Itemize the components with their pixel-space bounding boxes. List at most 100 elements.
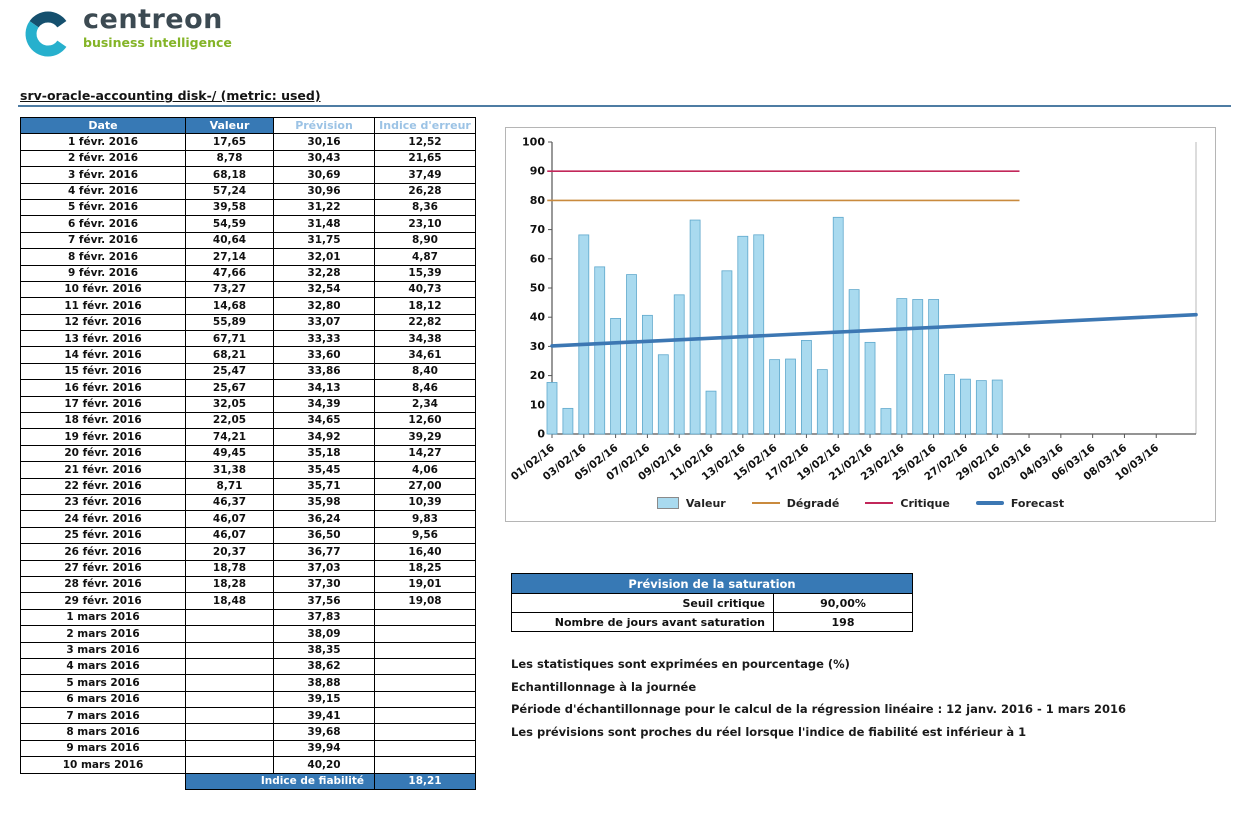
date-cell: 2 mars 2016 — [20, 625, 186, 643]
date-cell: 6 mars 2016 — [20, 690, 186, 709]
valeur-cell: 14,68 — [185, 297, 274, 315]
erreur-cell: 4,87 — [374, 248, 476, 266]
table-row: 23 févr. 2016 46,37 35,98 10,39 — [20, 493, 476, 512]
date-cell: 18 févr. 2016 — [20, 412, 186, 430]
erreur-cell — [374, 657, 476, 676]
erreur-cell: 9,83 — [374, 510, 476, 528]
prevision-cell: 40,20 — [273, 756, 375, 774]
table-row: 26 févr. 2016 20,37 36,77 16,40 — [20, 543, 476, 561]
prevision-cell: 34,92 — [273, 428, 375, 446]
erreur-cell — [374, 723, 476, 741]
prevision-cell: 37,83 — [273, 608, 375, 627]
prevision-cell: 32,28 — [273, 264, 375, 282]
prevision-cell: 38,88 — [273, 674, 375, 692]
prevision-cell: 32,80 — [273, 297, 375, 315]
erreur-cell: 10,39 — [374, 493, 476, 512]
erreur-cell — [374, 674, 476, 692]
date-cell: 9 févr. 2016 — [20, 264, 186, 282]
erreur-cell: 39,29 — [374, 428, 476, 446]
forecast-chart-svg: 010203040506070809010001/02/1603/02/1605… — [509, 136, 1198, 483]
valeur-cell: 22,05 — [185, 412, 274, 430]
legend-swatch-line — [865, 502, 894, 504]
erreur-cell: 8,90 — [374, 231, 476, 250]
svg-text:100: 100 — [522, 136, 545, 149]
table-row: 14 févr. 2016 68,21 33,60 34,61 — [20, 346, 476, 364]
header-prevision: Prévision — [273, 116, 375, 135]
erreur-cell: 18,12 — [374, 297, 476, 315]
valeur-cell: 68,18 — [185, 166, 274, 184]
date-cell: 26 févr. 2016 — [20, 543, 186, 561]
report-notes: Les statistiques sont exprimées en pourc… — [511, 653, 1126, 743]
svg-text:30: 30 — [530, 340, 546, 353]
erreur-cell: 40,73 — [374, 280, 476, 299]
valeur-cell: 25,47 — [185, 362, 274, 381]
valeur-cell: 18,28 — [185, 575, 274, 594]
date-cell: 7 févr. 2016 — [20, 231, 186, 250]
days-before-saturation-value: 198 — [773, 612, 913, 632]
date-cell: 25 févr. 2016 — [20, 526, 186, 545]
critical-threshold-label: Seuil critique — [511, 593, 774, 613]
svg-text:90: 90 — [530, 165, 546, 178]
saturation-row: Seuil critique 90,00% — [511, 593, 913, 613]
centreon-logo-icon — [25, 11, 67, 57]
prevision-cell: 37,56 — [273, 592, 375, 610]
metrics-table: Date Valeur Prévision Indice d'erreur 1 … — [20, 116, 476, 791]
prevision-cell: 38,62 — [273, 657, 375, 676]
table-row: 29 févr. 2016 18,48 37,56 19,08 — [20, 592, 476, 610]
title-divider — [18, 105, 1231, 107]
legend-item-dégradé: Dégradé — [751, 497, 839, 510]
table-row: 3 févr. 2016 68,18 30,69 37,49 — [20, 166, 476, 184]
valeur-cell — [185, 707, 274, 725]
critical-threshold-value: 90,00% — [773, 593, 913, 613]
legend-swatch-thick-line — [975, 501, 1004, 505]
table-row: 24 févr. 2016 46,07 36,24 9,83 — [20, 510, 476, 528]
valeur-cell: 73,27 — [185, 280, 274, 299]
date-cell: 11 févr. 2016 — [20, 297, 186, 315]
prevision-cell: 30,96 — [273, 182, 375, 200]
legend-label: Critique — [900, 496, 950, 510]
valeur-cell: 55,89 — [185, 313, 274, 332]
table-row: 2 févr. 2016 8,78 30,43 21,65 — [20, 149, 476, 168]
valeur-cell: 57,24 — [185, 182, 274, 200]
erreur-cell: 19,08 — [374, 592, 476, 610]
svg-text:70: 70 — [530, 223, 546, 236]
erreur-cell: 8,46 — [374, 379, 476, 397]
header-valeur: Valeur — [185, 116, 274, 135]
reliability-index-label: Indice de fiabilité — [185, 772, 375, 791]
prevision-cell: 31,75 — [273, 231, 375, 250]
date-cell: 21 févr. 2016 — [20, 461, 186, 479]
erreur-cell — [374, 625, 476, 643]
logo-text: centreon business intelligence — [83, 5, 232, 50]
header-date: Date — [20, 116, 186, 135]
date-cell: 7 mars 2016 — [20, 707, 186, 725]
date-cell: 12 févr. 2016 — [20, 313, 186, 332]
prevision-cell: 38,35 — [273, 641, 375, 659]
prevision-cell: 31,48 — [273, 215, 375, 233]
table-row: 18 févr. 2016 22,05 34,65 12,60 — [20, 412, 476, 430]
erreur-cell — [374, 707, 476, 725]
date-cell: 3 févr. 2016 — [20, 166, 186, 184]
table-row: 17 févr. 2016 32,05 34,39 2,34 — [20, 395, 476, 414]
valeur-cell — [185, 674, 274, 692]
erreur-cell: 18,25 — [374, 559, 476, 577]
date-cell: 2 févr. 2016 — [20, 149, 186, 168]
valeur-cell: 18,48 — [185, 592, 274, 610]
legend-item-valeur: Valeur — [656, 497, 726, 510]
table-row: 8 févr. 2016 27,14 32,01 4,87 — [20, 248, 476, 266]
forecast-chart: 0 10 20 30 40 50 60 70 80 90 100 01/02/16 03/02/16 05… — [505, 127, 1216, 522]
valeur-cell: 31,38 — [185, 461, 274, 479]
erreur-cell — [374, 608, 476, 627]
note-line: Echantillonnage à la journée — [511, 679, 697, 694]
table-row: 1 févr. 2016 17,65 30,16 12,52 — [20, 133, 476, 151]
valeur-cell: 40,64 — [185, 231, 274, 250]
prevision-cell: 39,94 — [273, 739, 375, 758]
date-cell: 29 févr. 2016 — [20, 592, 186, 610]
valeur-cell: 27,14 — [185, 248, 274, 266]
erreur-cell: 9,56 — [374, 526, 476, 545]
page-title: srv-oracle-accounting disk-/ (metric: us… — [20, 88, 321, 103]
prevision-cell: 30,69 — [273, 166, 375, 184]
erreur-cell: 22,82 — [374, 313, 476, 332]
table-row: 7 févr. 2016 40,64 31,75 8,90 — [20, 231, 476, 250]
date-cell: 4 mars 2016 — [20, 657, 186, 676]
footer-empty-cell — [20, 773, 186, 790]
